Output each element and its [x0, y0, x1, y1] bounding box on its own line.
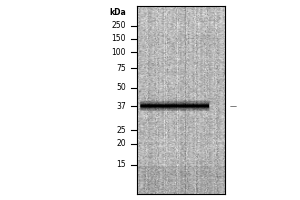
Text: kDa: kDa: [109, 8, 126, 17]
Text: 50: 50: [116, 83, 126, 92]
Text: 25: 25: [116, 126, 126, 135]
Text: 150: 150: [112, 34, 126, 43]
Text: 250: 250: [112, 21, 126, 30]
Text: 37: 37: [116, 102, 126, 111]
Text: 100: 100: [112, 48, 126, 57]
Text: —: —: [230, 103, 236, 109]
Text: 20: 20: [116, 139, 126, 148]
Text: 75: 75: [116, 64, 126, 73]
Text: 15: 15: [116, 160, 126, 169]
